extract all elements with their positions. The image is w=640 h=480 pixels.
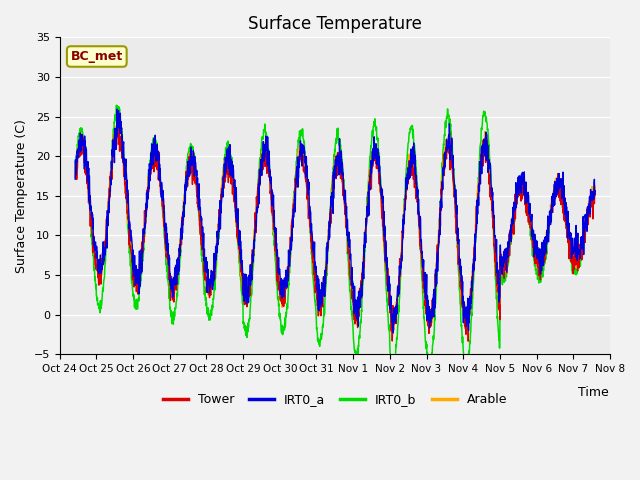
Arable	[495, 296, 502, 301]
Tower	[495, 305, 502, 311]
Title: Surface Temperature: Surface Temperature	[248, 15, 422, 33]
IRT0_a	[363, 219, 371, 225]
IRT0_a	[209, 273, 217, 278]
Y-axis label: Surface Temperature (C): Surface Temperature (C)	[15, 119, 28, 273]
IRT0_b	[573, 269, 580, 275]
X-axis label: Time: Time	[578, 386, 609, 399]
Tower	[351, 304, 358, 310]
Arable	[209, 278, 217, 284]
IRT0_a	[573, 246, 580, 252]
IRT0_b	[557, 185, 565, 191]
Legend: Tower, IRT0_a, IRT0_b, Arable: Tower, IRT0_a, IRT0_b, Arable	[157, 388, 512, 411]
Line: Tower: Tower	[76, 125, 595, 341]
IRT0_a	[495, 280, 502, 286]
Tower	[209, 280, 217, 286]
IRT0_b	[495, 329, 502, 335]
IRT0_b	[363, 217, 371, 223]
Tower	[573, 258, 580, 264]
IRT0_b	[351, 348, 358, 354]
Arable	[363, 218, 371, 224]
Line: IRT0_b: IRT0_b	[76, 105, 584, 370]
IRT0_a	[557, 177, 565, 183]
Tower	[363, 221, 371, 227]
IRT0_b	[209, 296, 217, 301]
Arable	[573, 264, 580, 270]
IRT0_a	[351, 283, 358, 289]
Arable	[557, 187, 565, 192]
Tower	[557, 187, 565, 192]
Text: BC_met: BC_met	[70, 50, 123, 63]
Arable	[351, 303, 358, 309]
Line: Arable: Arable	[76, 122, 595, 334]
Line: IRT0_a: IRT0_a	[76, 109, 595, 333]
